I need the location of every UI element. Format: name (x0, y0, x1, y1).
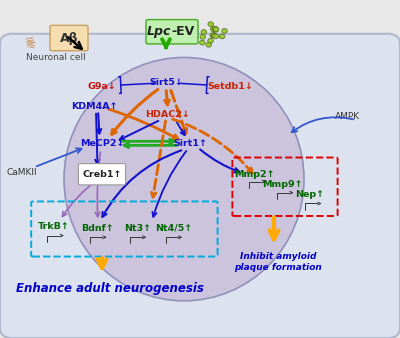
Text: Creb1↑: Creb1↑ (82, 170, 122, 178)
Text: HDAC2↓: HDAC2↓ (146, 111, 190, 119)
Circle shape (213, 27, 219, 32)
Text: Setdb1↓: Setdb1↓ (207, 82, 253, 91)
Text: Lpc: Lpc (146, 25, 171, 38)
Circle shape (213, 27, 218, 32)
Text: Nep↑: Nep↑ (296, 190, 324, 199)
FancyBboxPatch shape (0, 34, 400, 338)
Text: Neuronal cell: Neuronal cell (26, 53, 86, 62)
Circle shape (206, 43, 212, 47)
Circle shape (200, 34, 206, 39)
Text: TrkB↑: TrkB↑ (38, 222, 70, 231)
Text: ≋: ≋ (23, 33, 37, 48)
Text: Mmp9↑: Mmp9↑ (262, 180, 302, 189)
Circle shape (222, 28, 227, 33)
Text: Mmp2↑: Mmp2↑ (234, 170, 274, 178)
Text: -EV: -EV (171, 25, 194, 38)
Circle shape (219, 34, 225, 39)
Text: Inhibit amyloid
plaque formation: Inhibit amyloid plaque formation (234, 252, 322, 272)
FancyBboxPatch shape (78, 164, 126, 185)
Text: CaMKII: CaMKII (7, 168, 37, 177)
Circle shape (201, 30, 207, 34)
Text: KDM4A↑: KDM4A↑ (71, 102, 117, 111)
Text: Sirt1↑: Sirt1↑ (173, 139, 207, 148)
Circle shape (208, 39, 213, 43)
Circle shape (212, 26, 218, 31)
Text: Enhance adult neurogenesis: Enhance adult neurogenesis (16, 283, 204, 295)
Text: AMPK: AMPK (335, 112, 360, 121)
Circle shape (210, 27, 216, 31)
Circle shape (210, 32, 216, 37)
FancyBboxPatch shape (50, 25, 88, 51)
Circle shape (200, 40, 205, 45)
Text: Nt3↑: Nt3↑ (124, 224, 152, 233)
Circle shape (213, 34, 218, 39)
Text: Sirt5↓: Sirt5↓ (149, 78, 183, 87)
Text: MeCP2↓: MeCP2↓ (80, 139, 124, 148)
Circle shape (208, 22, 214, 26)
FancyBboxPatch shape (146, 20, 198, 44)
Circle shape (210, 33, 216, 38)
Text: Aβ: Aβ (60, 31, 78, 45)
Ellipse shape (64, 57, 304, 301)
Text: ≋: ≋ (24, 38, 36, 53)
Text: Bdnf↑: Bdnf↑ (82, 224, 114, 233)
Text: G9a↓: G9a↓ (88, 82, 116, 91)
Text: Nt4/5↑: Nt4/5↑ (155, 224, 193, 233)
Circle shape (212, 33, 217, 38)
